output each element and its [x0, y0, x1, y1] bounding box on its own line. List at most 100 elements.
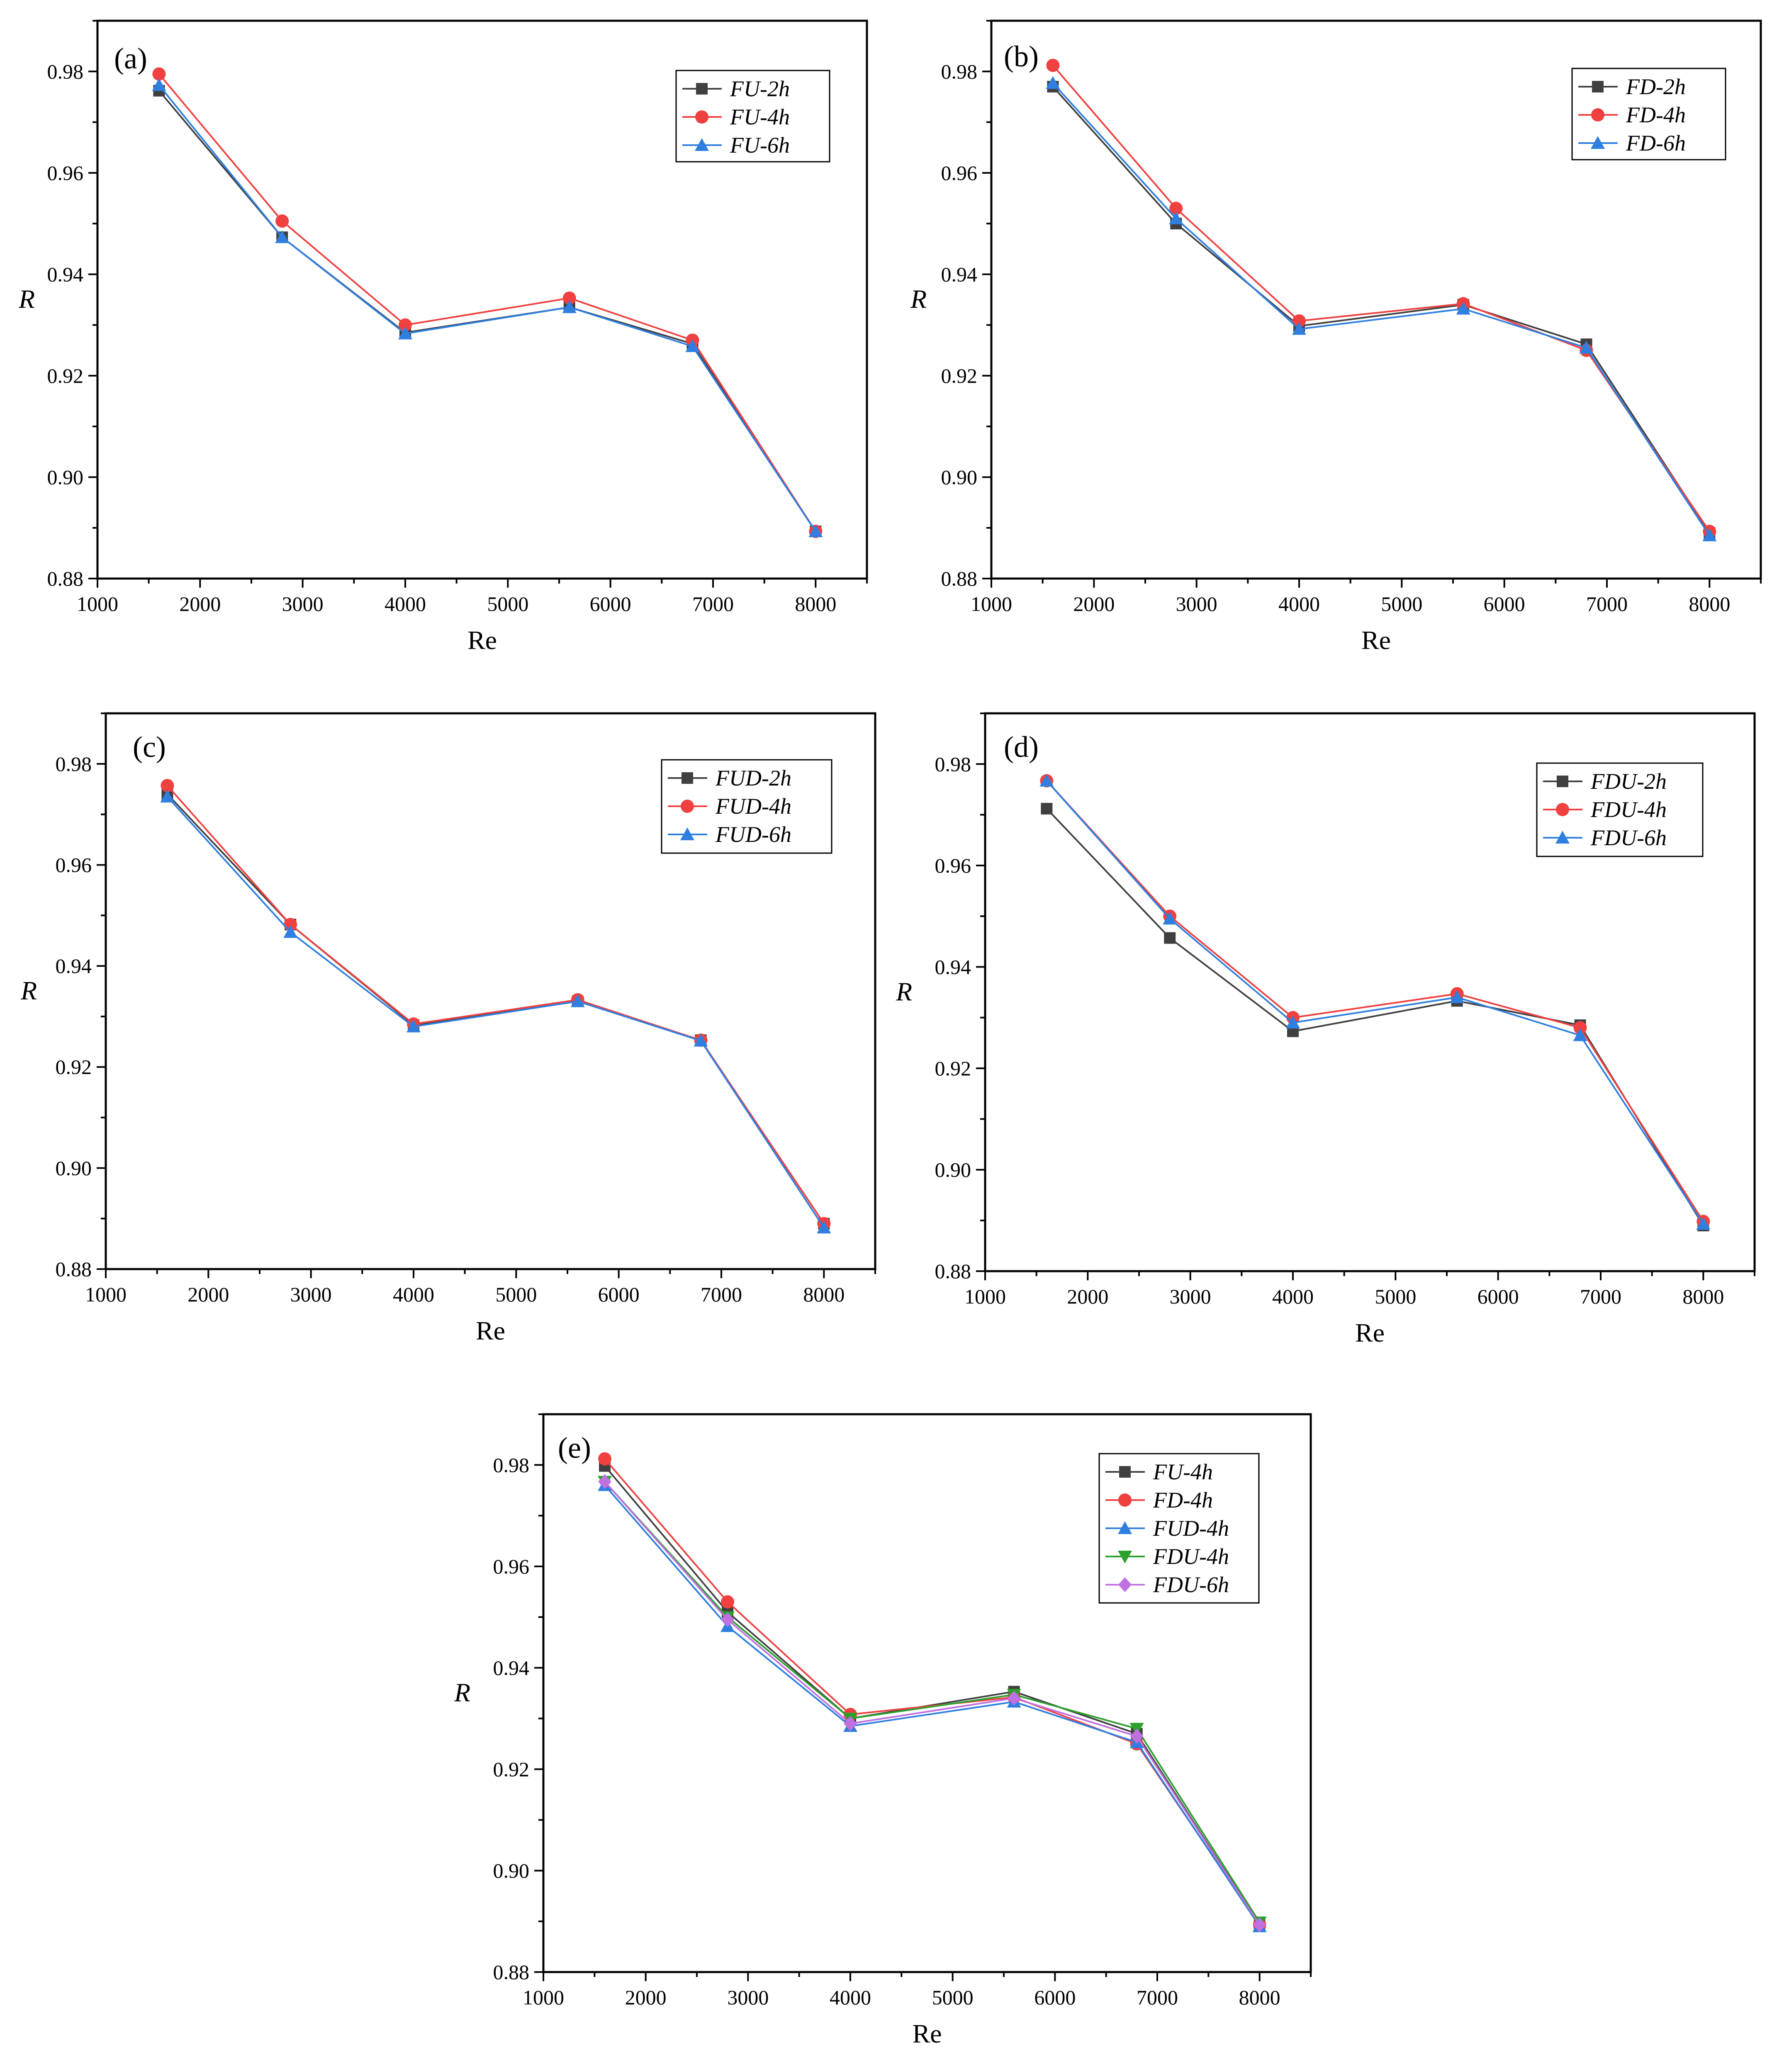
data-point — [1292, 322, 1306, 335]
x-tick-label: 1000 — [77, 592, 118, 615]
y-tick-label: 0.88 — [56, 1257, 92, 1281]
data-point — [275, 214, 289, 228]
series-line — [604, 1481, 1261, 1926]
data-point — [1169, 211, 1183, 224]
x-axis-label: Re — [1355, 1318, 1385, 1347]
y-tick-label: 0.96 — [56, 853, 92, 876]
series-line — [604, 1484, 1261, 1927]
plot-frame — [990, 19, 1762, 580]
legend-label: FUD-4h — [715, 794, 791, 819]
data-point — [1286, 1015, 1300, 1029]
x-axis-label: Re — [912, 2019, 942, 2048]
y-tick-label: 0.94 — [493, 1656, 530, 1679]
data-point — [161, 779, 174, 793]
panel-label: (b) — [1004, 40, 1039, 73]
y-tick-label: 0.96 — [47, 161, 84, 185]
y-axis-label: R — [18, 285, 35, 314]
data-point — [1046, 76, 1060, 89]
data-point — [406, 1019, 421, 1033]
y-tick-label: 0.88 — [935, 1260, 971, 1283]
data-point — [570, 994, 585, 1007]
legend-marker — [1591, 108, 1604, 122]
series-line — [166, 796, 825, 1228]
plot-frame — [105, 712, 876, 1270]
x-tick-label: 6000 — [590, 592, 631, 615]
legend-label: FUD-4h — [1153, 1516, 1229, 1541]
y-tick-label: 0.92 — [935, 1057, 971, 1080]
x-tick-label: 2000 — [625, 1986, 667, 2009]
data-point — [1039, 773, 1054, 787]
y-axis-label: R — [896, 977, 912, 1007]
series-line — [1052, 86, 1711, 534]
y-tick-label: 0.88 — [941, 567, 978, 590]
x-tick-label: 8000 — [795, 592, 836, 615]
y-tick-label: 0.96 — [935, 854, 971, 877]
data-point — [1163, 912, 1177, 925]
data-point — [1450, 990, 1464, 1003]
data-point — [1164, 932, 1176, 944]
data-point — [694, 1034, 708, 1047]
x-tick-label: 7000 — [701, 1283, 742, 1306]
y-tick-label: 0.90 — [941, 465, 978, 489]
y-tick-label: 0.90 — [935, 1158, 971, 1181]
data-point — [152, 67, 166, 81]
data-point — [1046, 58, 1060, 72]
data-point — [1007, 1690, 1021, 1706]
legend-marker — [682, 772, 693, 784]
data-point — [283, 925, 298, 938]
data-point — [1169, 202, 1183, 215]
series-line — [1052, 83, 1711, 536]
legend-marker — [681, 800, 694, 813]
series-line — [1046, 780, 1704, 1222]
x-tick-label: 8000 — [803, 1283, 845, 1306]
data-point — [844, 1716, 857, 1731]
data-point — [1292, 314, 1306, 328]
legend-label: FD-6h — [1626, 131, 1686, 156]
data-point — [1579, 340, 1594, 354]
legend-label: FU-2h — [730, 76, 790, 101]
y-tick-label: 0.92 — [47, 364, 84, 387]
y-tick-label: 0.98 — [47, 60, 84, 83]
data-point — [562, 291, 576, 305]
series-line — [604, 1481, 1261, 1923]
plot-frame — [984, 712, 1756, 1272]
legend-label: FD-2h — [1626, 74, 1686, 99]
x-axis-label: Re — [476, 1316, 505, 1345]
x-tick-label: 1000 — [85, 1283, 127, 1306]
x-tick-label: 3000 — [282, 592, 324, 615]
x-tick-label: 5000 — [932, 1986, 974, 2009]
data-point — [1456, 302, 1470, 315]
data-point — [721, 1595, 734, 1609]
x-tick-label: 4000 — [830, 1986, 871, 2009]
data-point — [1130, 1729, 1144, 1744]
y-tick-label: 0.98 — [56, 752, 92, 776]
data-point — [152, 78, 166, 91]
x-axis-label: Re — [467, 625, 497, 655]
x-tick-label: 3000 — [1170, 1285, 1211, 1308]
data-point — [685, 339, 700, 352]
legend-label: FDU-2h — [1590, 769, 1667, 794]
y-axis-label: R — [910, 285, 927, 314]
x-tick-label: 1000 — [523, 1986, 564, 2009]
x-tick-label: 4000 — [385, 592, 426, 615]
legend: FDU-2h FDU-4h FDU-6h — [1536, 762, 1704, 857]
x-tick-label: 7000 — [1580, 1285, 1621, 1308]
legend-marker — [1118, 1521, 1132, 1534]
panel-label: (a) — [114, 42, 147, 75]
legend-label: FD-4h — [1626, 102, 1686, 127]
legend-marker — [1118, 1493, 1132, 1507]
panel-label: (d) — [1004, 730, 1039, 764]
y-tick-label: 0.96 — [493, 1555, 530, 1578]
x-tick-label: 7000 — [1586, 592, 1628, 615]
legend-label: FU-6h — [730, 133, 790, 158]
y-tick-label: 0.92 — [493, 1758, 530, 1781]
x-tick-label: 5000 — [1381, 592, 1422, 615]
y-tick-label: 0.94 — [941, 263, 978, 286]
series-line — [1046, 780, 1704, 1225]
data-point — [1573, 1021, 1587, 1035]
y-axis-label: R — [20, 976, 37, 1005]
chart-panel: 1000 2000 3000 4000 5000 6000 7000 8000 0.88 0.90… — [454, 1413, 1312, 2048]
data-point — [398, 326, 412, 340]
data-point — [1253, 1917, 1266, 1933]
